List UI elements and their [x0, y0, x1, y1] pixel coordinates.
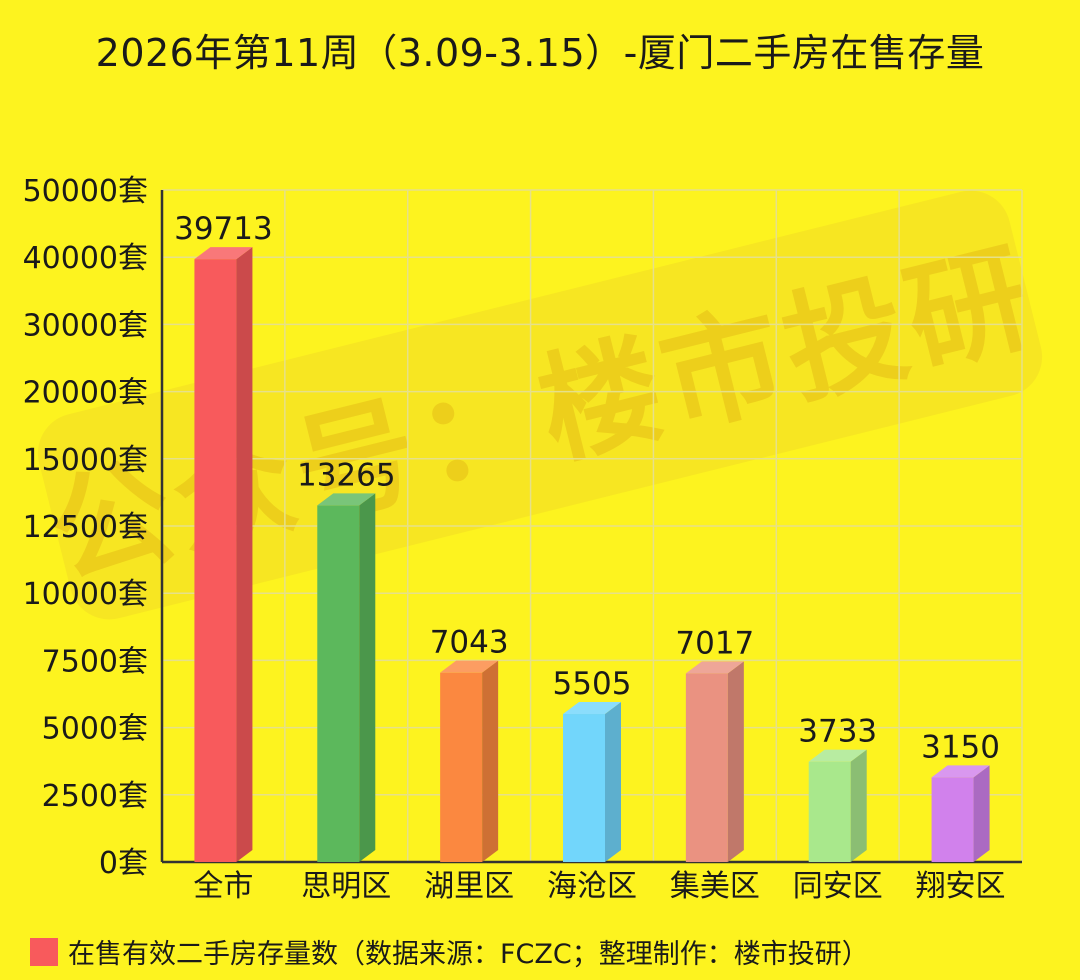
data-label: 39713	[174, 211, 273, 247]
y-tick-label: 40000套	[23, 241, 148, 276]
data-label: 7043	[430, 625, 509, 661]
bar-side-4	[605, 702, 621, 862]
data-label: 5505	[553, 666, 632, 702]
bar-2	[317, 505, 360, 862]
bar-5	[685, 673, 728, 862]
bar-side-3	[482, 660, 499, 862]
x-tick-label: 同安区	[793, 869, 883, 904]
legend-label: 在售有效二手房存量数（数据来源：FCZC；整理制作：楼市投研）	[68, 939, 869, 970]
y-tick-label: 0套	[99, 846, 148, 881]
bar-top-4	[563, 702, 621, 715]
legend-swatch	[30, 937, 58, 966]
bar-top-7	[931, 765, 990, 778]
bar-top-2	[317, 493, 376, 506]
x-tick-label: 全市	[193, 869, 253, 904]
bar-side-5	[727, 661, 744, 862]
y-tick-label: 2500套	[42, 779, 148, 814]
data-label: 3733	[798, 714, 877, 750]
bar-6	[808, 761, 851, 862]
data-label: 3150	[921, 729, 1000, 765]
y-tick-label: 15000套	[23, 443, 148, 478]
y-tick-label: 50000套	[23, 174, 148, 209]
x-tick-label: 思明区	[301, 869, 391, 904]
bar-7	[931, 777, 974, 862]
bar-top-5	[685, 661, 744, 674]
bar-side-2	[359, 493, 376, 862]
y-tick-label: 20000套	[23, 376, 148, 411]
bar-side-1	[236, 247, 253, 862]
legend: 在售有效二手房存量数（数据来源：FCZC；整理制作：楼市投研）	[30, 932, 869, 971]
bar-4	[563, 714, 605, 862]
chart-title: 2026年第11周（3.09-3.15）-厦门二手房在售存量	[95, 31, 985, 75]
bar-side-6	[850, 749, 867, 862]
bar-top-6	[808, 749, 867, 762]
y-tick-label: 5000套	[42, 712, 148, 747]
y-tick-label: 7500套	[42, 644, 148, 679]
bar-3	[440, 672, 483, 862]
bar-1	[194, 259, 237, 862]
y-tick-label: 12500套	[23, 510, 148, 545]
x-tick-label: 翔安区	[916, 869, 1006, 904]
data-label: 13265	[297, 457, 396, 493]
x-tick-label: 集美区	[670, 869, 760, 904]
bar-top-1	[194, 247, 253, 260]
bar-chart: 0套 2500套 5000套 7500套 10000套 12500套 15000套 20000…	[23, 174, 1023, 904]
bar-top-3	[440, 660, 499, 673]
x-tick-label: 湖里区	[424, 869, 514, 904]
bar-side-7	[973, 765, 990, 862]
y-tick-label: 10000套	[23, 577, 148, 612]
y-tick-label: 30000套	[23, 308, 148, 343]
data-label: 7017	[675, 625, 754, 661]
x-tick-label: 海沧区	[547, 869, 637, 904]
